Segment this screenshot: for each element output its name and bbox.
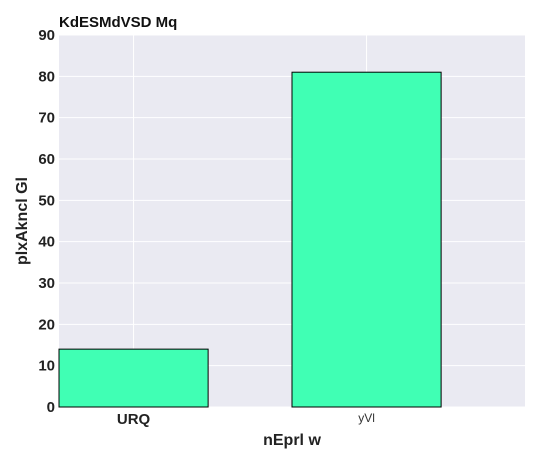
x-tick-label: URQ [117, 411, 151, 428]
chart-title: KdESMdVSD Mq [59, 14, 177, 31]
y-tick-label: 10 [38, 358, 55, 375]
y-tick-label: 80 [38, 68, 55, 85]
bars [58, 71, 442, 408]
y-tick-label: 40 [38, 234, 55, 251]
y-tick-label: 0 [47, 399, 55, 416]
x-axis-label: nEprl w [263, 432, 321, 449]
y-tick-label: 70 [38, 110, 55, 127]
y-tick-label: 90 [38, 27, 55, 44]
bar-URQ [58, 348, 209, 408]
x-tick-label: yVl [358, 411, 375, 425]
bar-yVl [291, 71, 442, 408]
x-axis-ticks: URQ yVl [117, 411, 375, 428]
y-tick-label: 20 [38, 316, 55, 333]
y-axis-label: plxAkncl Gl [14, 177, 31, 265]
y-tick-label: 30 [38, 275, 55, 292]
y-tick-label: 50 [38, 192, 55, 209]
y-tick-label: 60 [38, 151, 55, 168]
y-axis-ticks: 0 10 20 30 40 50 60 70 80 90 [38, 27, 55, 416]
